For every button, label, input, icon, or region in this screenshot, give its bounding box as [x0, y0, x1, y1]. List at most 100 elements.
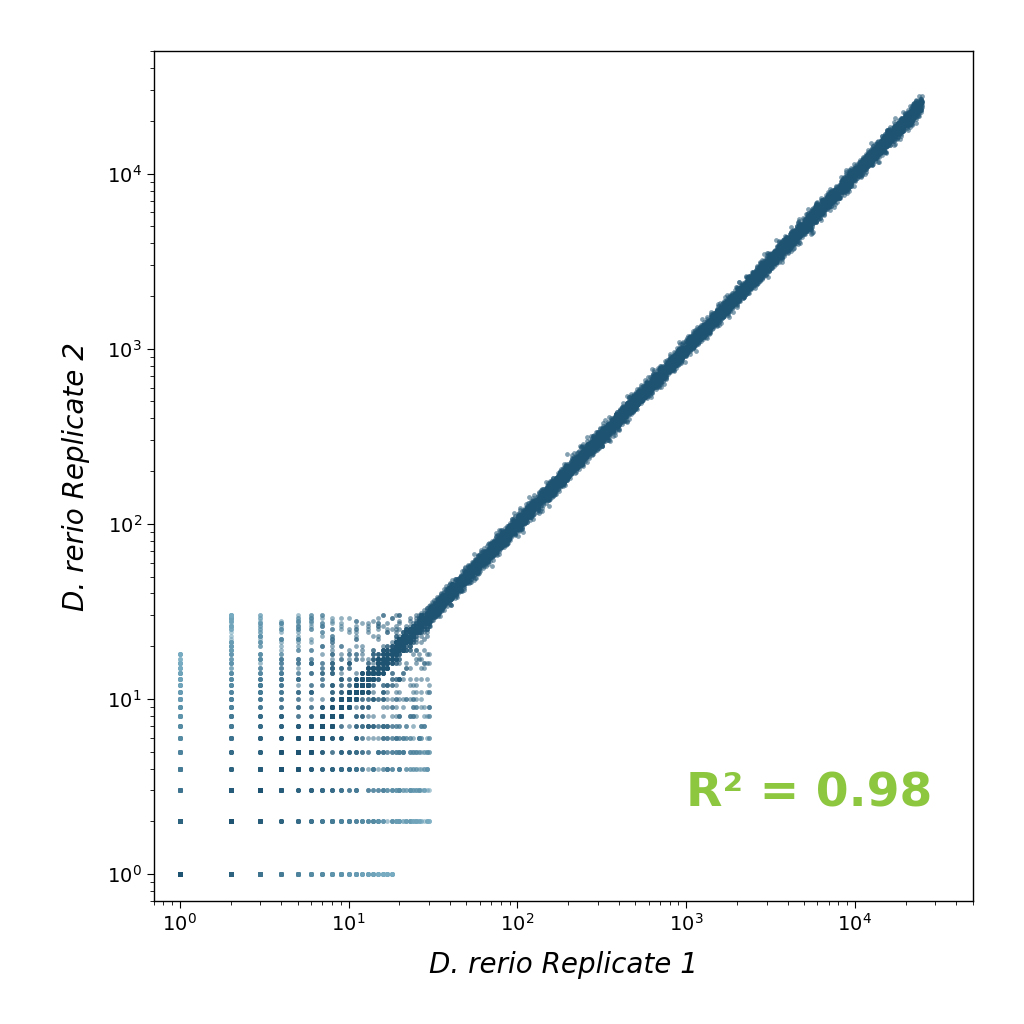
Point [834, 177, 850, 194]
Point [903, 115, 920, 131]
Point [290, 743, 306, 760]
Point [172, 782, 188, 799]
Point [686, 332, 702, 348]
Point [655, 373, 672, 389]
Point [689, 321, 706, 337]
Point [273, 761, 290, 777]
Point [416, 602, 432, 618]
Point [627, 398, 643, 415]
Point [273, 708, 290, 724]
Point [565, 462, 582, 478]
Point [303, 729, 319, 745]
Point [775, 243, 792, 259]
Point [771, 237, 787, 253]
Point [622, 400, 638, 417]
Point [699, 321, 716, 337]
Point [172, 866, 188, 883]
Point [502, 526, 518, 543]
Point [433, 592, 450, 608]
Point [668, 357, 684, 374]
Point [273, 761, 290, 777]
Point [766, 258, 782, 274]
Point [408, 621, 424, 637]
Point [387, 782, 403, 799]
Point [252, 729, 268, 745]
Point [347, 866, 364, 883]
Point [477, 547, 494, 563]
Point [401, 761, 418, 777]
Point [822, 188, 839, 205]
Point [772, 239, 788, 255]
Point [379, 729, 395, 745]
Point [383, 866, 399, 883]
Point [324, 708, 340, 724]
Point [172, 866, 188, 883]
Point [657, 359, 674, 376]
Point [290, 718, 306, 734]
Point [784, 230, 801, 247]
Point [905, 104, 922, 121]
Point [273, 761, 290, 777]
Point [172, 866, 188, 883]
Point [387, 646, 403, 663]
Point [408, 624, 424, 640]
Point [222, 813, 239, 829]
Point [290, 743, 306, 760]
Point [607, 416, 624, 432]
Point [494, 524, 510, 541]
Point [464, 561, 480, 578]
Point [868, 142, 885, 159]
Point [636, 389, 652, 406]
Point [493, 538, 509, 554]
Point [819, 195, 836, 211]
Point [365, 659, 381, 676]
Point [821, 188, 838, 205]
Point [314, 718, 331, 734]
Point [611, 417, 628, 433]
Point [499, 535, 515, 551]
Point [674, 344, 690, 360]
Point [172, 782, 188, 799]
Point [252, 782, 268, 799]
Point [693, 330, 710, 346]
Point [738, 275, 755, 292]
Point [425, 595, 441, 611]
Point [581, 445, 597, 462]
Point [600, 422, 616, 438]
Point [290, 761, 306, 777]
Point [707, 311, 723, 328]
Point [460, 572, 476, 589]
Point [252, 782, 268, 799]
Point [635, 391, 651, 408]
Point [548, 480, 564, 497]
Point [912, 95, 929, 112]
Point [868, 140, 885, 157]
Point [290, 743, 306, 760]
Point [507, 508, 523, 524]
Point [273, 866, 290, 883]
Point [303, 743, 319, 760]
Point [172, 866, 188, 883]
Point [324, 691, 340, 708]
Point [252, 782, 268, 799]
Point [708, 307, 724, 324]
Point [741, 280, 758, 296]
Point [626, 396, 642, 413]
Point [622, 402, 638, 419]
Point [387, 646, 403, 663]
Point [787, 229, 804, 246]
Point [584, 446, 600, 463]
Point [353, 677, 370, 693]
Point [273, 761, 290, 777]
Point [445, 579, 462, 595]
Point [787, 232, 804, 249]
Point [723, 296, 739, 312]
Point [476, 552, 493, 568]
Point [303, 743, 319, 760]
Point [808, 200, 824, 216]
Point [597, 422, 613, 438]
Point [553, 466, 569, 482]
Point [849, 169, 865, 185]
Point [383, 650, 399, 667]
Point [503, 522, 519, 539]
